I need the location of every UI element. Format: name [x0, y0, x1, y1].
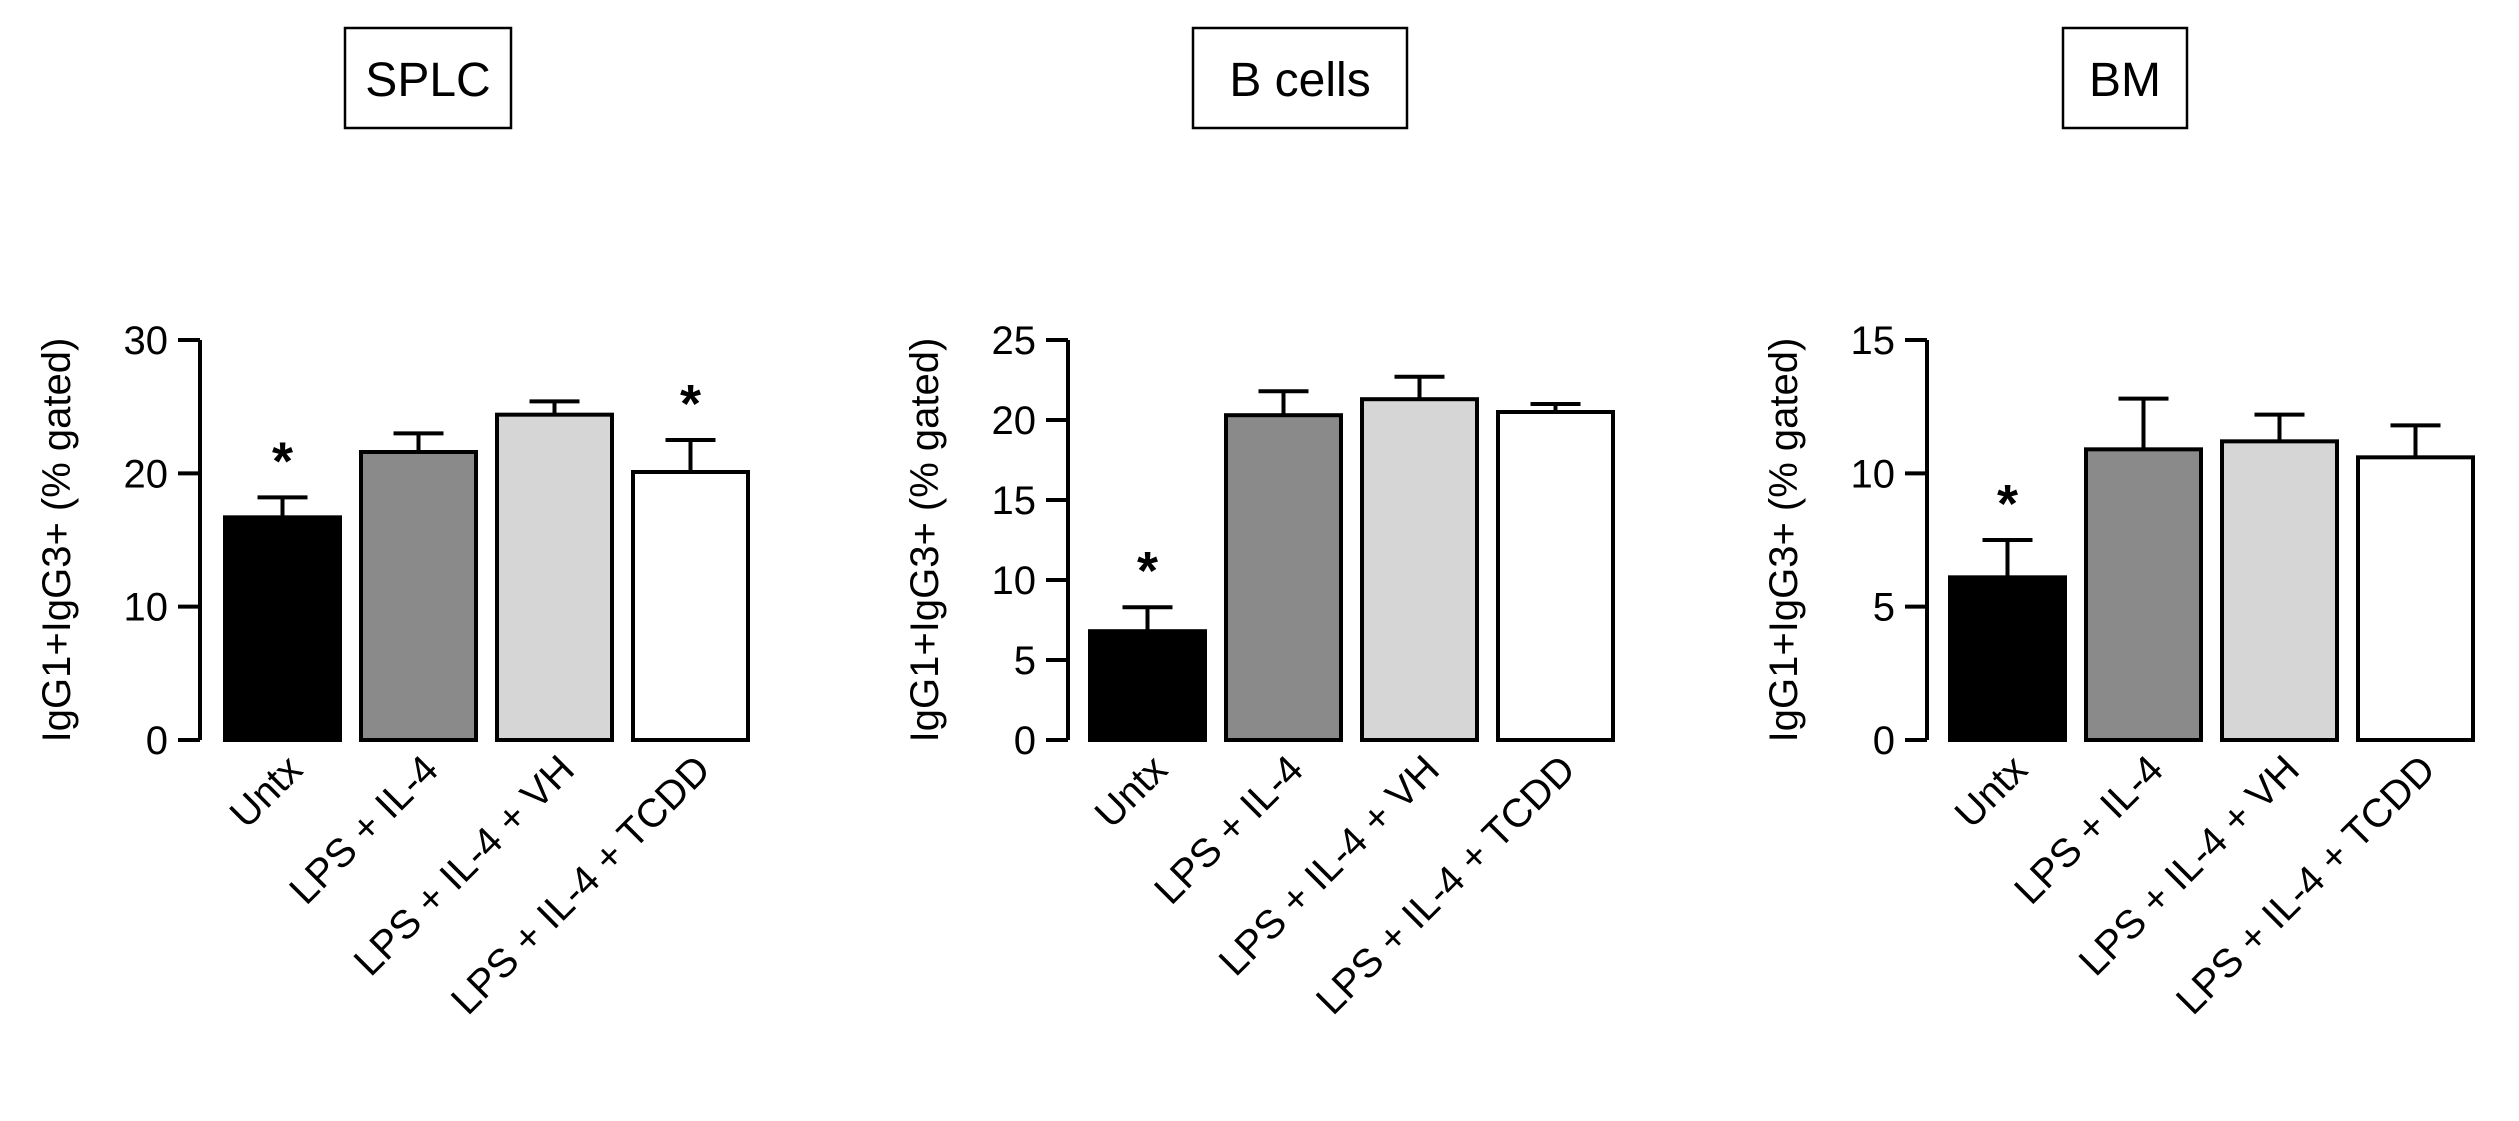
y-tick-label: 15 — [992, 479, 1037, 523]
significance-marker: * — [272, 431, 293, 491]
bar-2 — [2084, 447, 2203, 742]
y-axis-label: IgG1+IgG3+ (% gated) — [1762, 338, 1806, 743]
panel-title-box — [1191, 26, 1409, 130]
bar-1 — [223, 515, 342, 742]
y-tick-label: 5 — [1014, 639, 1036, 683]
panel-title: SPLC — [365, 54, 490, 107]
y-tick-label: 0 — [146, 719, 168, 763]
significance-marker: * — [1137, 541, 1158, 601]
bar-2 — [359, 450, 478, 742]
chart-panel-1: SPLC IgG1+IgG3+ (% gated) 0 10 20 30 * Untx LPS … — [35, 26, 750, 1023]
panel-title-group: B cells — [1191, 26, 1409, 130]
bar-4 — [2356, 455, 2475, 742]
chart-panel-3: BM IgG1+IgG3+ (% gated) 0 5 10 15 * Untx LPS + I… — [1762, 26, 2475, 1023]
y-tick-label: 0 — [1873, 719, 1895, 763]
x-tick-label: Untx — [1087, 747, 1176, 836]
panel-title: B cells — [1229, 54, 1370, 107]
panel-title-group: BM — [2061, 26, 2189, 130]
y-tick-label: 25 — [992, 319, 1037, 363]
significance-marker: * — [680, 374, 701, 434]
y-axis-label: IgG1+IgG3+ (% gated) — [35, 338, 79, 743]
y-tick-label: 10 — [1851, 452, 1896, 496]
bar-3 — [1360, 397, 1479, 742]
panel-title-box — [2061, 26, 2189, 130]
x-tick-label: LPS + IL-4 + TCDD — [2168, 747, 2444, 1023]
x-tick-label: LPS + IL-4 + TCDD — [1308, 747, 1584, 1023]
bar-2 — [1224, 413, 1343, 742]
panel-title-box — [343, 26, 513, 130]
x-tick-label: LPS + IL-4 + TCDD — [443, 747, 719, 1023]
y-tick-label: 20 — [124, 452, 169, 496]
significance-marker: * — [1997, 474, 2018, 534]
panel-title-group: SPLC — [343, 26, 513, 130]
bar-1 — [1088, 629, 1207, 743]
chart-panel-2: B cells IgG1+IgG3+ (% gated) 0 5 10 15 20 25 * Un… — [903, 26, 1615, 1023]
bar-3 — [2220, 439, 2339, 742]
x-tick-label: Untx — [222, 747, 311, 836]
bar-1 — [1948, 575, 2067, 742]
y-tick-label: 30 — [124, 319, 169, 363]
y-axis-label: IgG1+IgG3+ (% gated) — [903, 338, 947, 743]
bar-4 — [1496, 410, 1615, 742]
panel-title: BM — [2089, 54, 2161, 107]
y-tick-label: 20 — [992, 399, 1037, 443]
x-tick-label: Untx — [1947, 747, 2036, 836]
y-tick-label: 10 — [124, 586, 169, 630]
y-tick-label: 10 — [992, 559, 1037, 603]
y-tick-label: 0 — [1014, 719, 1036, 763]
bar-3 — [495, 412, 614, 742]
bar-4 — [631, 470, 750, 742]
y-tick-label: 5 — [1873, 586, 1895, 630]
y-tick-label: 15 — [1851, 319, 1896, 363]
